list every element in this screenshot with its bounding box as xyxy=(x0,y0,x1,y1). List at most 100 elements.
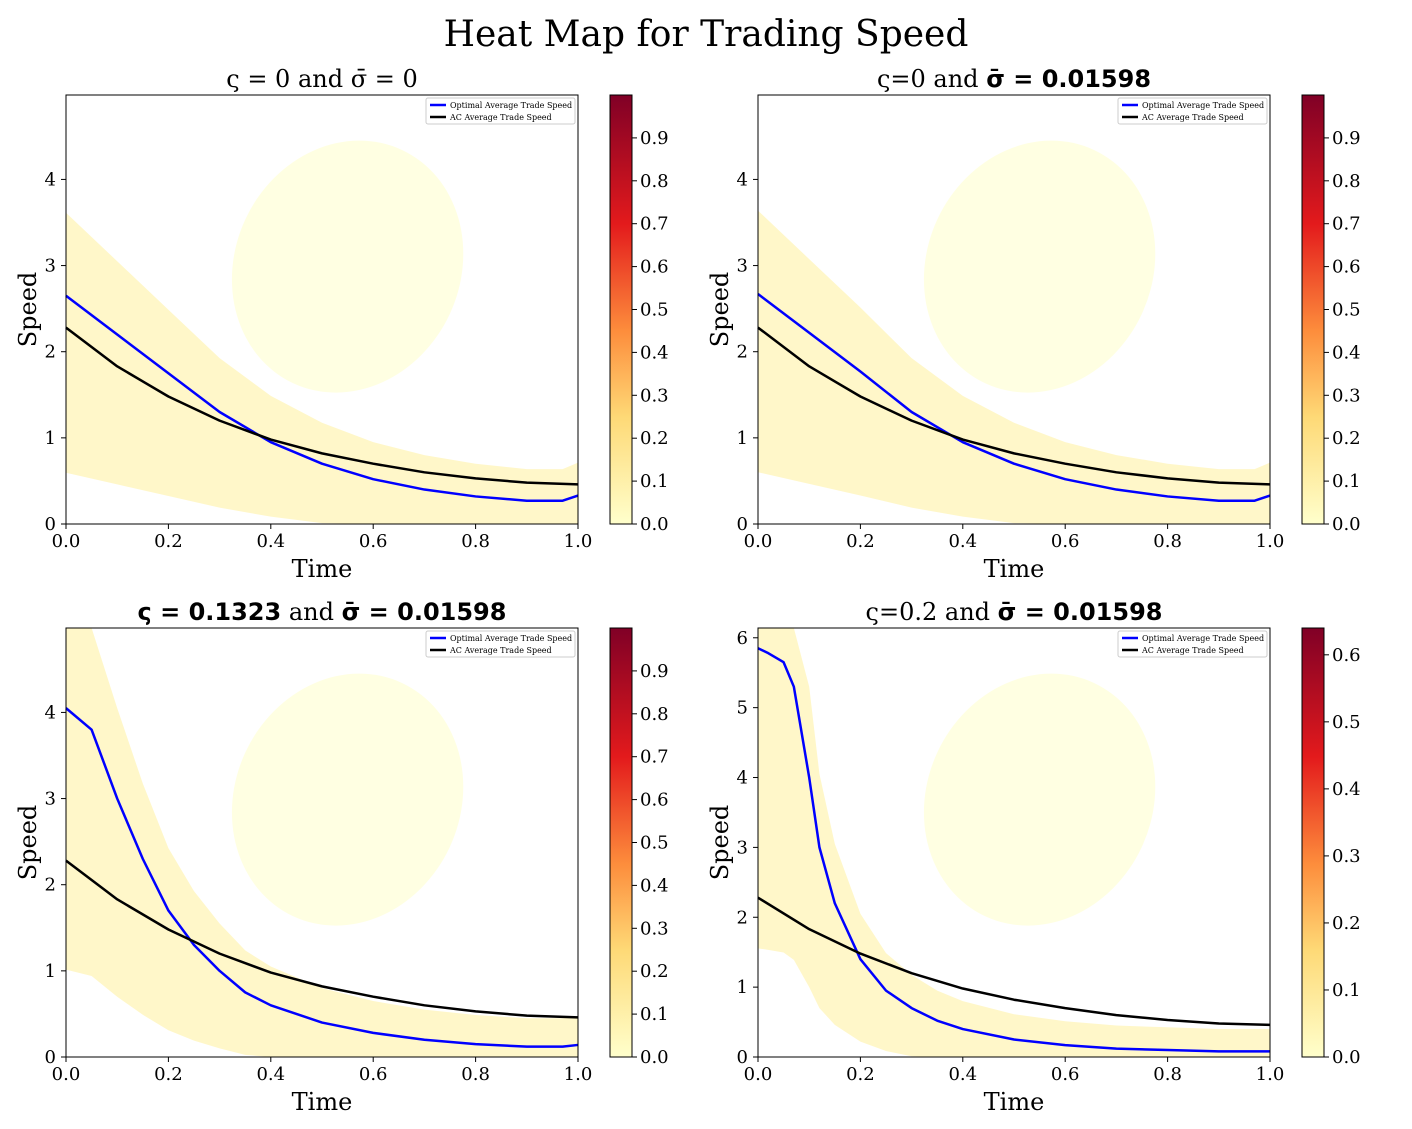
y-tick-label: 2 xyxy=(737,907,748,928)
subplot-title-part: ς=0.2 and xyxy=(866,598,998,626)
heatmap-scatter-cloud xyxy=(231,673,464,926)
colorbar-tick-label: 0.3 xyxy=(1332,846,1361,867)
y-axis-label: Speed xyxy=(14,805,42,881)
y-tick-label: 0 xyxy=(737,1047,748,1068)
colorbar-tick-label: 0.4 xyxy=(640,342,669,363)
colorbar-tick-label: 0.4 xyxy=(1332,779,1361,800)
colorbar-tick-label: 0.7 xyxy=(640,747,669,768)
y-tick-label: 3 xyxy=(737,256,748,277)
x-tick-label: 0.4 xyxy=(948,1064,977,1085)
heatmap-density-band xyxy=(66,212,578,524)
x-tick-label: 0.0 xyxy=(744,531,773,552)
colorbar-tick-label: 0.5 xyxy=(1332,300,1361,321)
subplot-2: 0.0 0.2 0.4 0.6 0.8 1.0 0 1 2 3 4 Time Speed ς=0 and … xyxy=(706,65,1361,583)
y-axis-label: Speed xyxy=(706,272,734,348)
axes-frame xyxy=(757,627,1271,1058)
subplot-title: ς = 0 and σ̄ = 0 xyxy=(226,65,417,93)
legend-box xyxy=(1117,97,1268,125)
legend-box xyxy=(1117,630,1268,658)
subplot-title-part: σ̄ = 0.01598 xyxy=(998,598,1163,626)
y-axis-label: Speed xyxy=(706,805,734,881)
heatmap-scatter-cloud xyxy=(923,140,1156,393)
x-tick-label: 0.2 xyxy=(154,531,183,552)
colorbar-tick-label: 0.8 xyxy=(1332,171,1361,192)
x-tick-label: 1.0 xyxy=(1256,1064,1285,1085)
colorbar-tick-label: 0.5 xyxy=(640,833,669,854)
axes-frame xyxy=(757,94,1271,525)
x-tick-label: 0.4 xyxy=(256,531,285,552)
y-tick-label: 4 xyxy=(45,702,56,723)
figure-title: Heat Map for Trading Speed xyxy=(443,14,969,55)
legend-entry: AC Average Trade Speed xyxy=(449,113,552,122)
subplot-title-part: and xyxy=(281,598,341,626)
colorbar xyxy=(1301,94,1325,525)
heatmap-scatter-cloud xyxy=(231,140,464,393)
x-tick-label: 0.8 xyxy=(1153,1064,1182,1085)
colorbar-tick-label: 0.2 xyxy=(640,961,669,982)
subplot-1: 0.0 0.2 0.4 0.6 0.8 1.0 0 1 2 3 4 Time Speed ς = 0 an… xyxy=(14,65,669,583)
y-tick-label: 2 xyxy=(737,342,748,363)
optimal-speed-line xyxy=(65,294,579,502)
subplot-title-part: σ̄ = 0.01598 xyxy=(986,65,1151,93)
colorbar-tick-label: 0.9 xyxy=(640,128,669,149)
colorbar-tick-label: 0.5 xyxy=(1332,712,1361,733)
x-tick-label: 1.0 xyxy=(564,531,593,552)
x-tick-label: 1.0 xyxy=(1256,531,1285,552)
x-tick-label: 0.0 xyxy=(52,531,81,552)
colorbar-tick-label: 0.1 xyxy=(640,1004,669,1025)
colorbar-tick-label: 0.4 xyxy=(1332,342,1361,363)
x-tick-label: 1.0 xyxy=(564,1064,593,1085)
heatmap-density-band xyxy=(66,628,578,1057)
colorbar-tick-label: 0.7 xyxy=(640,214,669,235)
colorbar-tick-label: 0.6 xyxy=(640,257,669,278)
optimal-speed-line xyxy=(65,707,579,1048)
x-axis-label: Time xyxy=(984,555,1045,583)
colorbar-tick-label: 0.1 xyxy=(640,471,669,492)
colorbar-tick-label: 0.3 xyxy=(640,918,669,939)
subplot-title-part: σ̄ = 0.01598 xyxy=(342,598,507,626)
colorbar-tick-label: 0.3 xyxy=(640,385,669,406)
subplot-4: 0.0 0.2 0.4 0.6 0.8 1.0 0 1 2 3 4 5 6 Time Speed ς=0.2 … xyxy=(706,598,1361,1116)
colorbar xyxy=(609,94,633,525)
legend-entry: Optimal Average Trade Speed xyxy=(450,634,572,643)
heatmap-density-band xyxy=(758,210,1270,524)
x-tick-label: 0.6 xyxy=(359,1064,388,1085)
x-tick-label: 0.6 xyxy=(359,531,388,552)
colorbar-tick-label: 0.2 xyxy=(1332,913,1361,934)
legend-box xyxy=(425,97,576,125)
legend-entry: AC Average Trade Speed xyxy=(449,646,552,655)
y-tick-label: 3 xyxy=(45,256,56,277)
x-tick-label: 0.8 xyxy=(461,531,490,552)
y-tick-label: 2 xyxy=(45,875,56,896)
colorbar-tick-label: 0.4 xyxy=(640,875,669,896)
axes-frame xyxy=(65,627,579,1058)
y-tick-label: 0 xyxy=(45,1047,56,1068)
subplot-3: 0.0 0.2 0.4 0.6 0.8 1.0 0 1 2 3 4 Time Speed ς = 0.13… xyxy=(14,598,669,1116)
colorbar-tick-label: 0.0 xyxy=(1332,514,1361,535)
legend-entry: AC Average Trade Speed xyxy=(1141,646,1244,655)
x-tick-label: 0.4 xyxy=(948,531,977,552)
colorbar-tick-label: 0.9 xyxy=(640,661,669,682)
x-tick-label: 0.2 xyxy=(154,1064,183,1085)
colorbar-tick-label: 0.0 xyxy=(640,514,669,535)
subplot-title: ς=0 and σ̄ = 0.01598 xyxy=(877,65,1151,93)
y-tick-label: 4 xyxy=(737,768,748,789)
subplot-title: ς=0.2 and σ̄ = 0.01598 xyxy=(866,598,1163,626)
subplot-title: ς = 0.1323 and σ̄ = 0.01598 xyxy=(138,598,507,626)
ac-speed-line xyxy=(65,859,579,1019)
y-tick-label: 4 xyxy=(737,169,748,190)
heatmap-scatter-cloud xyxy=(923,673,1156,926)
y-tick-label: 5 xyxy=(737,698,748,719)
legend-entry: Optimal Average Trade Speed xyxy=(450,101,572,110)
axes-frame xyxy=(65,94,579,525)
ac-speed-line xyxy=(757,896,1271,1027)
colorbar xyxy=(609,627,633,1058)
colorbar-tick-label: 0.2 xyxy=(640,428,669,449)
x-tick-label: 0.8 xyxy=(1153,531,1182,552)
x-tick-label: 0.6 xyxy=(1051,1064,1080,1085)
subplot-title-part: ς = 0 and σ̄ = 0 xyxy=(226,65,417,93)
colorbar-tick-label: 0.0 xyxy=(640,1047,669,1068)
subplot-title-part: ς=0 and xyxy=(877,65,986,93)
optimal-speed-line xyxy=(757,292,1271,502)
